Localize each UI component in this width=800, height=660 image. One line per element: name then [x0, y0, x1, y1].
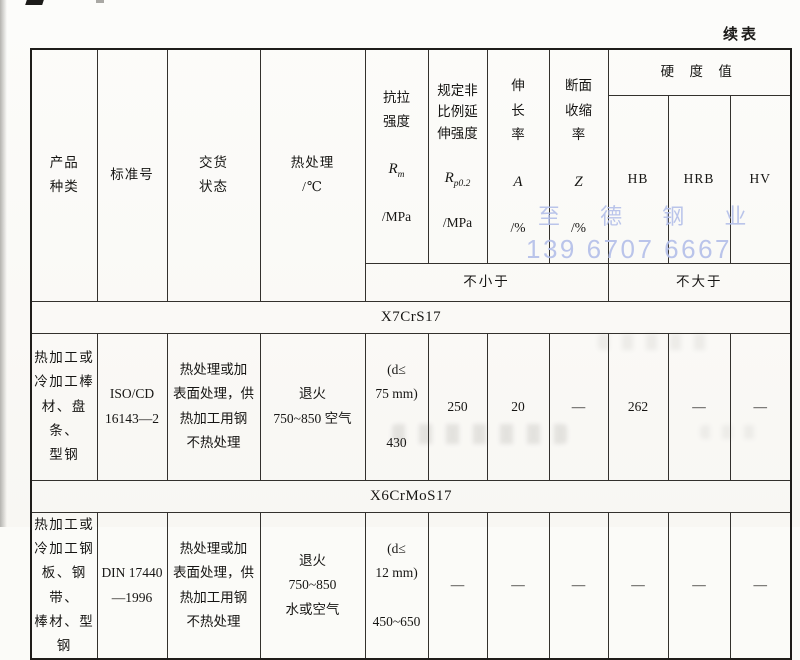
cell-heat-treatment: 退火 750~850 水或空气	[259, 511, 366, 660]
proof-unit: /MPa	[442, 215, 473, 231]
continued-table-label: 续表	[722, 27, 759, 43]
col-header-hrb: HRB	[667, 94, 731, 264]
col-header-proof-strength: 规定非 比例延 伸强度 Rp0.2 /MPa	[427, 48, 488, 264]
scan-mark	[25, 0, 44, 5]
cell-delivery-state: 热处理或加 表面处理，供 热加工用钢 不热处理	[166, 511, 261, 660]
tensile-unit: /MPa	[381, 209, 412, 224]
cell-standard-no: ISO/CD 16143—2	[96, 332, 168, 481]
cell-elongation: 20	[486, 332, 550, 481]
cell-product-type: 热加工或 冷加工钢 板、钢带、 棒材、型钢	[30, 511, 98, 660]
diameter-condition: (d≤ 75 mm)	[375, 362, 418, 402]
cell-standard-no: DIN 17440 —1996	[96, 511, 168, 660]
reduction-label: 断面 收缩 率	[565, 78, 592, 142]
col-header-product-type: 产品 种类	[30, 48, 98, 302]
tensile-value: 430	[386, 435, 407, 451]
tensile-symbol: Rm	[388, 161, 405, 181]
elongation-unit: /%	[510, 220, 526, 236]
elongation-symbol: A	[513, 174, 523, 191]
cell-proof-strength: —	[427, 511, 488, 660]
table-row: 热加工或 冷加工棒 材、盘条、 型钢 ISO/CD 16143—2 热处理或加 …	[30, 332, 792, 481]
col-header-heat-treatment: 热处理 /℃	[259, 48, 366, 302]
cell-delivery-state: 热处理或加 表面处理，供 热加工用钢 不热处理	[166, 332, 261, 481]
col-header-reduction-of-area: 断面 收缩 率 Z /%	[548, 48, 609, 264]
cell-hrb: —	[667, 511, 731, 660]
cell-reduction: —	[548, 511, 609, 660]
cell-proof-strength: 250	[427, 332, 488, 481]
reduction-unit: /%	[571, 220, 586, 236]
tensile-value: 450~650	[372, 613, 421, 629]
col-header-hardness-group: 硬 度 值	[607, 48, 792, 96]
steel-properties-table: 产品 种类 标准号 交货 状态 热处理 /℃ 抗拉 强度 Rm /MPa 规定非…	[30, 48, 793, 660]
cell-hb: —	[607, 511, 669, 660]
col-header-hv: HV	[729, 94, 792, 264]
table-row: 热加工或 冷加工钢 板、钢带、 棒材、型钢 DIN 17440 —1996 热处…	[30, 511, 792, 660]
reduction-symbol: Z	[574, 174, 583, 191]
cell-tensile-strength: (d≤ 75 mm) 430	[364, 332, 429, 481]
cell-hrb: —	[667, 332, 731, 481]
cell-tensile-strength: (d≤ 12 mm) 450~650	[364, 511, 429, 660]
not-less-than-label: 不小于	[364, 262, 609, 302]
grade-section-x6crmos17: X6CrMoS17	[30, 479, 792, 513]
col-header-delivery-state: 交货 状态	[166, 48, 261, 302]
proof-symbol: Rp0.2	[444, 169, 471, 189]
grade-section-x7crs17: X7CrS17	[30, 300, 792, 334]
col-header-standard-no: 标准号	[96, 48, 168, 302]
col-header-elongation: 伸 长 率 A /%	[486, 48, 550, 264]
col-header-tensile-strength: 抗拉 强度 Rm /MPa	[364, 48, 429, 264]
cell-hv: —	[729, 332, 792, 481]
cell-product-type: 热加工或 冷加工棒 材、盘条、 型钢	[30, 332, 98, 481]
scan-edge-shadow	[0, 0, 7, 527]
elongation-label: 伸 长 率	[511, 78, 525, 142]
col-header-hb: HB	[607, 94, 669, 264]
cell-elongation: —	[486, 511, 550, 660]
cell-reduction: —	[548, 332, 609, 481]
cell-hv: —	[729, 511, 792, 660]
not-greater-than-label: 不大于	[607, 262, 792, 302]
proof-label: 规定非 比例延 伸强度	[437, 82, 478, 142]
tensile-label: 抗拉 强度	[383, 89, 410, 129]
cell-hb: 262	[607, 332, 669, 481]
diameter-condition: (d≤ 12 mm)	[375, 540, 418, 581]
cell-heat-treatment: 退火 750~850 空气	[259, 332, 366, 481]
scan-mark-small	[96, 0, 104, 3]
